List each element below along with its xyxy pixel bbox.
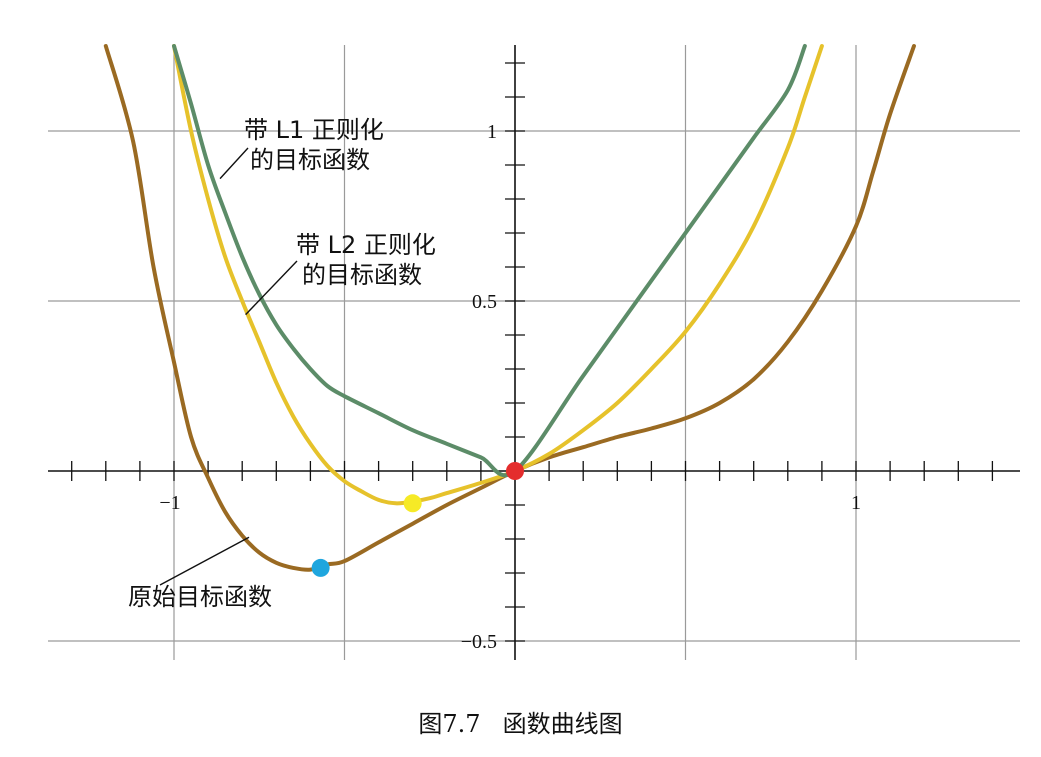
annotation-label: 带 L2 正则化	[296, 231, 436, 259]
gridlines	[48, 45, 1020, 660]
curve-l1	[172, 44, 807, 478]
axis-ticks	[71, 62, 994, 642]
annotation-leader-line	[219, 147, 249, 180]
annotation-label: 的目标函数	[302, 261, 422, 289]
highlight-point	[311, 558, 330, 577]
figure-number: 图7.7	[418, 710, 481, 738]
y-tick-label: −0.5	[461, 631, 497, 653]
highlight-points	[311, 462, 524, 577]
highlight-point	[506, 462, 524, 480]
figure-title: 函数曲线图	[502, 710, 623, 738]
annotation-leader-line	[159, 536, 250, 586]
curve-l2	[172, 44, 824, 506]
annotation-label: 的目标函数	[250, 146, 370, 174]
x-tick-label: −1	[159, 492, 180, 514]
annotation-leader-lines	[159, 147, 298, 586]
axis-tick-labels: −1 1 1 0.5 −0.5	[159, 121, 861, 653]
annotation-label: 原始目标函数	[128, 583, 272, 611]
axes	[48, 45, 1020, 660]
annotation-leader-line	[245, 260, 298, 316]
figure-caption: 图7.7 函数曲线图	[0, 704, 1041, 739]
curve-original	[103, 44, 916, 572]
highlight-point	[403, 494, 422, 513]
x-tick-label: 1	[851, 492, 861, 514]
curves	[103, 44, 916, 572]
y-tick-label: 0.5	[472, 291, 497, 313]
annotation-label: 带 L1 正则化	[244, 116, 384, 144]
y-tick-label: 1	[487, 121, 497, 143]
